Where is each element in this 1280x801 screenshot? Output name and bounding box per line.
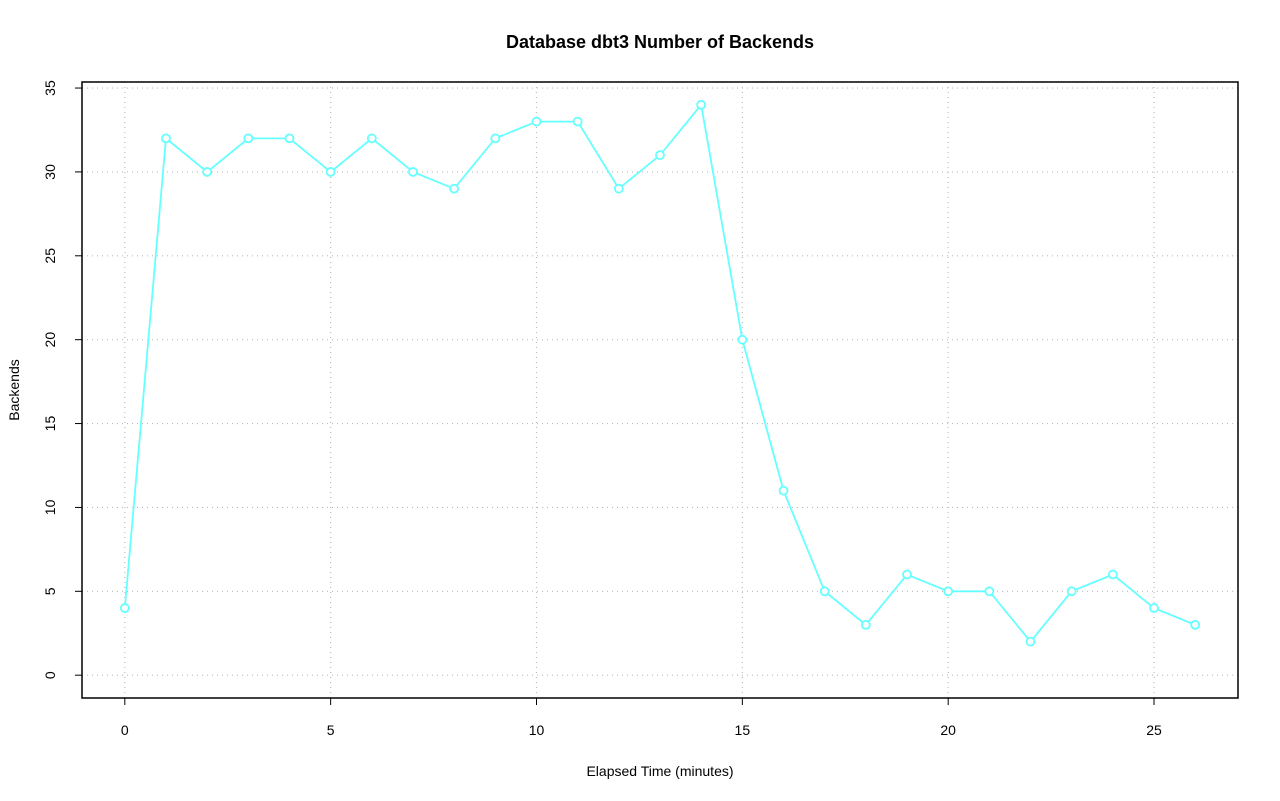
data-point: [243, 133, 254, 144]
data-point: [902, 569, 912, 580]
data-point: [572, 116, 583, 127]
x-tick-label: 5: [327, 722, 335, 738]
data-point: [696, 99, 707, 110]
data-point: [737, 334, 748, 345]
chart-title: Database dbt3 Number of Backends: [506, 32, 814, 52]
x-tick-label: 15: [735, 722, 751, 738]
data-point: [1190, 619, 1201, 630]
x-axis-label: Elapsed Time (minutes): [586, 763, 733, 779]
data-point: [1025, 636, 1036, 647]
data-point: [202, 167, 213, 177]
series-line: [123, 102, 1196, 644]
data-point: [778, 485, 789, 496]
data-point: [119, 603, 130, 613]
y-tick-label: 10: [42, 499, 58, 515]
grid: [82, 82, 1238, 698]
data-point: [1066, 586, 1077, 597]
data-point: [819, 586, 830, 597]
data-point: [161, 133, 171, 144]
y-tick-label: 20: [42, 332, 58, 348]
y-tick-label: 0: [42, 671, 58, 679]
data-point: [943, 586, 954, 597]
x-tick-label: 0: [121, 722, 129, 738]
data-point: [984, 586, 995, 597]
x-tick-label: 10: [529, 722, 545, 738]
y-tick-label: 25: [42, 248, 58, 264]
y-tick-label: 30: [42, 164, 58, 180]
data-point: [613, 183, 624, 194]
data-point: [284, 133, 295, 144]
y-tick-label: 5: [42, 587, 58, 595]
data-point: [1149, 603, 1159, 613]
plot-frame: [81, 81, 1239, 699]
data-point: [366, 133, 377, 144]
data-point: [325, 167, 336, 177]
x-tick-label: 25: [1146, 722, 1162, 738]
data-point: [408, 167, 418, 177]
data-point: [449, 183, 460, 194]
data-point: [655, 150, 665, 161]
data-point: [860, 619, 871, 630]
data-point: [531, 116, 542, 127]
y-tick-label: 15: [42, 416, 58, 432]
data-point: [490, 133, 501, 144]
y-tick-label: 35: [42, 80, 58, 96]
y-axis-label: Backends: [6, 359, 22, 420]
x-tick-label: 20: [940, 722, 956, 738]
data-point: [1107, 569, 1118, 580]
